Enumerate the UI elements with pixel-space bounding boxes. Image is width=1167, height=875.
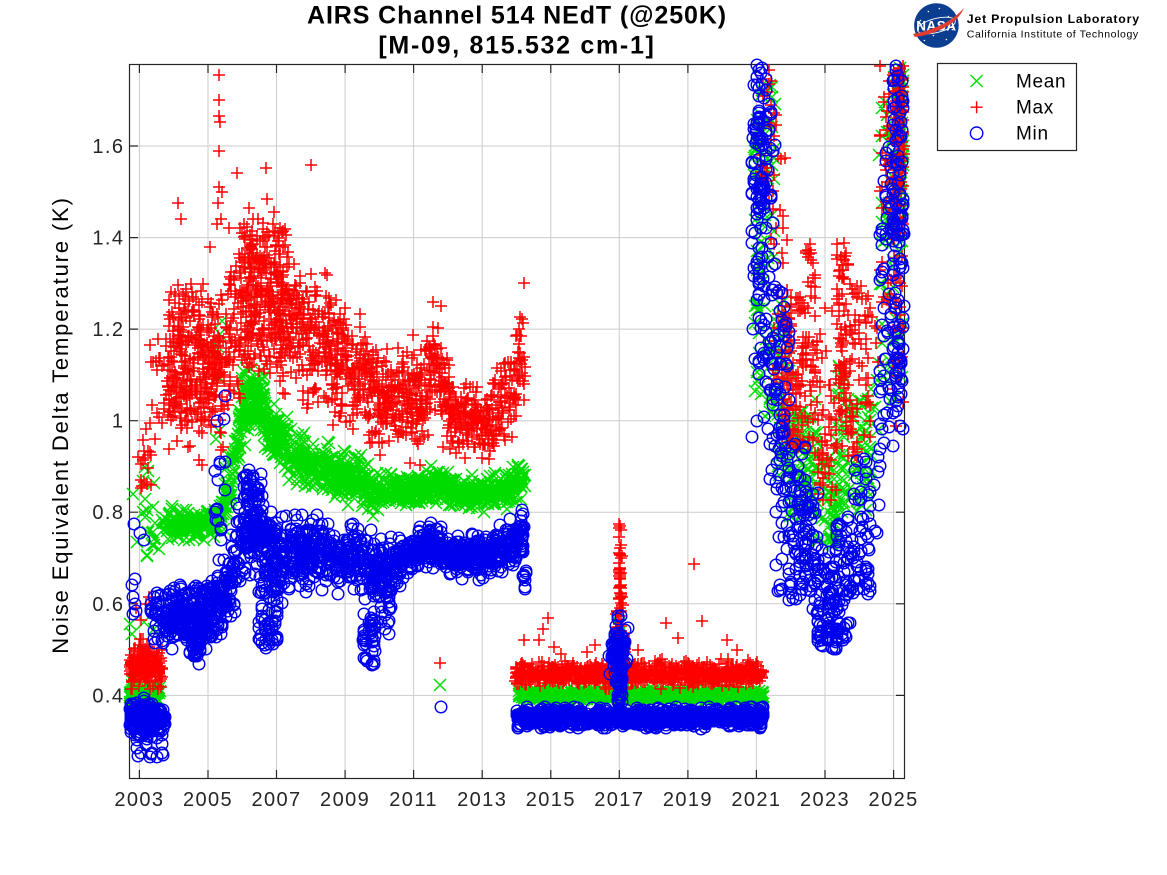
svg-text:Min: Min (1016, 124, 1049, 145)
svg-text:2023: 2023 (800, 789, 850, 811)
svg-text:AIRS Channel 514 NEdT (@250K): AIRS Channel 514 NEdT (@250K) (307, 2, 727, 30)
svg-text:NASA: NASA (916, 19, 956, 34)
svg-text:2015: 2015 (526, 789, 576, 811)
svg-text:2021: 2021 (731, 789, 781, 811)
svg-text:2025: 2025 (869, 789, 919, 811)
svg-text:2005: 2005 (183, 789, 233, 811)
svg-text:1.4: 1.4 (92, 228, 124, 250)
svg-text:Noise Equivalent Delta Tempera: Noise Equivalent Delta Temperature (K) (48, 196, 73, 654)
svg-text:0.4: 0.4 (92, 685, 124, 707)
svg-text:Jet Propulsion Laboratory: Jet Propulsion Laboratory (967, 12, 1140, 26)
svg-text:2017: 2017 (594, 789, 644, 811)
svg-text:Mean: Mean (1016, 72, 1066, 93)
svg-text:2011: 2011 (389, 789, 438, 811)
svg-text:2007: 2007 (251, 789, 301, 811)
svg-text:2013: 2013 (457, 789, 507, 811)
svg-text:1: 1 (112, 411, 125, 433)
svg-text:[M-09, 815.532 cm-1]: [M-09, 815.532 cm-1] (378, 32, 655, 60)
svg-text:2019: 2019 (663, 789, 713, 811)
svg-text:1.2: 1.2 (92, 319, 124, 341)
svg-text:Max: Max (1016, 98, 1054, 119)
svg-text:2009: 2009 (320, 789, 370, 811)
svg-text:0.6: 0.6 (92, 594, 124, 616)
svg-text:1.6: 1.6 (92, 136, 124, 158)
svg-text:California Institute of Techno: California Institute of Technology (967, 28, 1139, 40)
svg-text:2003: 2003 (114, 789, 164, 811)
svg-text:0.8: 0.8 (92, 502, 124, 524)
